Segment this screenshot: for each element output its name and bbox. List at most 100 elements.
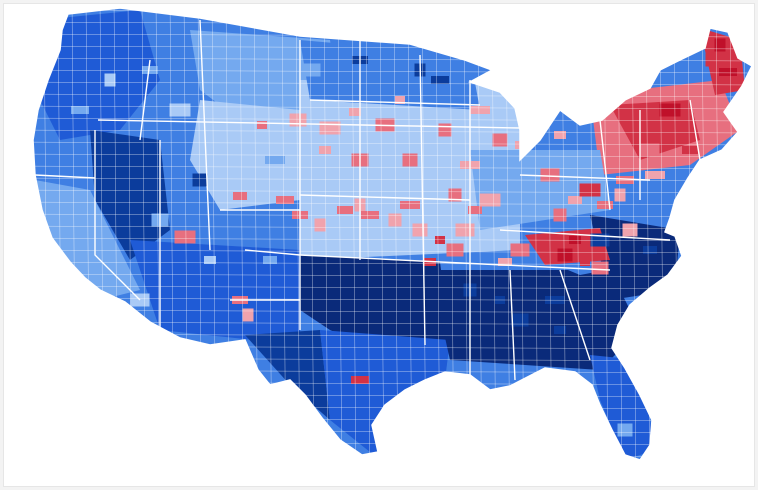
county-border-horizontal [33, 153, 752, 158]
county-patch [400, 201, 420, 209]
county-patch [242, 308, 254, 322]
state-border [139, 59, 151, 141]
state-borders [34, 19, 701, 381]
county-patch [568, 196, 582, 204]
state-border [689, 99, 701, 161]
county-border-horizontal [33, 201, 752, 206]
county-border-horizontal [33, 165, 752, 170]
county-patch [337, 206, 353, 214]
county-patch [233, 192, 247, 200]
county-patch [204, 256, 216, 264]
state-border [299, 194, 471, 201]
county-patch [71, 106, 89, 114]
county-border-horizontal [33, 117, 752, 122]
county-patch [265, 156, 285, 164]
county-patch [705, 53, 719, 67]
county-patch [640, 143, 660, 157]
state-border [559, 269, 591, 361]
region-great-basin [90, 130, 170, 260]
county-patch [511, 313, 529, 327]
county-patch [351, 376, 369, 384]
county-border-horizontal [0, 466, 758, 469]
county-border-vertical [323, 8, 329, 460]
county-patch [104, 73, 116, 87]
county-patch [402, 153, 418, 167]
county-patch [314, 218, 326, 232]
county-patch [319, 121, 341, 135]
county-patch [412, 223, 428, 237]
state-border [299, 254, 441, 263]
state-border [509, 269, 516, 381]
county-patch [468, 206, 482, 214]
county-patch [223, 133, 237, 147]
county-patch [682, 146, 698, 154]
county-patch [361, 211, 379, 219]
county-border-horizontal [33, 141, 752, 146]
county-patch [540, 168, 560, 182]
county-patch [614, 188, 626, 202]
county-border-horizontal [33, 105, 752, 110]
county-patch [653, 126, 667, 134]
region-upper-midwest [300, 40, 480, 110]
county-patch [526, 123, 544, 137]
county-patch [115, 196, 125, 204]
county-patch [580, 258, 590, 266]
county-patch [142, 66, 158, 74]
county-border-horizontal [33, 189, 752, 194]
state-border [97, 119, 521, 129]
state-border [439, 261, 611, 271]
county-border-horizontal [33, 237, 752, 242]
county-patch [597, 201, 613, 209]
county-patch [446, 243, 464, 257]
county-patch [557, 248, 573, 262]
county-patch [498, 258, 512, 266]
region-texas-west [245, 330, 330, 420]
state-border [519, 174, 651, 181]
county-patch [492, 133, 508, 147]
county-patch [719, 68, 737, 76]
county-border-horizontal [0, 478, 758, 481]
state-border [34, 174, 96, 179]
county-patch [643, 246, 657, 254]
county-patch [591, 261, 609, 275]
state-border [94, 130, 141, 301]
county-patch [622, 223, 638, 237]
state-border [244, 249, 301, 256]
county-border-vertical [43, 8, 49, 460]
county-border-vertical [33, 8, 35, 460]
county-patch [438, 123, 452, 137]
county-border-vertical [337, 8, 343, 460]
region-deep-south [430, 270, 640, 370]
county-patch [276, 196, 294, 204]
county-patch [455, 223, 475, 237]
county-patch [192, 173, 208, 187]
county-patch [645, 171, 665, 179]
county-border-vertical [365, 8, 371, 460]
county-patch [579, 183, 601, 197]
county-patch [299, 63, 321, 77]
county-patch [479, 193, 501, 207]
county-patch [470, 106, 490, 114]
county-patch [349, 108, 361, 116]
county-patch [617, 423, 633, 437]
county-border-horizontal [33, 213, 752, 218]
county-border-horizontal [33, 297, 752, 302]
county-border-horizontal [33, 177, 752, 182]
county-border-horizontal [33, 129, 752, 134]
county-patch [174, 230, 196, 244]
county-patch [554, 326, 566, 334]
county-patch [431, 76, 449, 84]
county-patch [714, 38, 726, 52]
county-border-horizontal [33, 261, 752, 266]
region-kentucky-red [525, 228, 610, 265]
state-border [199, 19, 211, 251]
county-patch [395, 96, 405, 104]
county-patch [169, 103, 191, 117]
state-border [309, 99, 481, 106]
state-border [599, 119, 611, 211]
county-border-vertical [351, 8, 357, 460]
county-patch [435, 236, 445, 244]
county-patch [257, 121, 267, 129]
